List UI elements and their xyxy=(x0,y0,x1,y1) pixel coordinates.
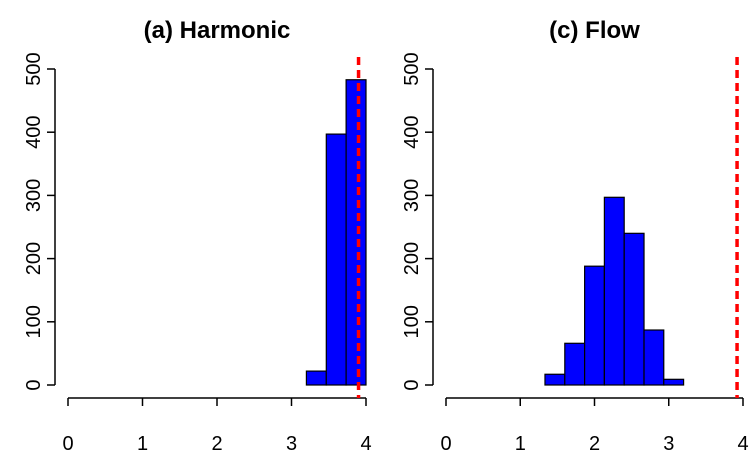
y-tick-label: 0 xyxy=(401,379,423,390)
bar xyxy=(325,133,347,386)
y-tick-label: 100 xyxy=(401,305,423,338)
bar xyxy=(345,79,367,386)
bar xyxy=(663,378,685,386)
panel-title: (c) Flow xyxy=(549,17,640,44)
bar xyxy=(623,232,645,386)
bar xyxy=(603,196,625,386)
y-tick-label: 400 xyxy=(23,116,45,149)
x-tick-label: 1 xyxy=(137,433,148,454)
bar xyxy=(584,265,605,386)
x-tick-label: 4 xyxy=(737,433,748,454)
bar xyxy=(544,373,566,386)
y-tick-label: 0 xyxy=(23,379,45,390)
y-tick-label: 500 xyxy=(401,52,423,85)
x-tick-label: 0 xyxy=(62,433,73,454)
x-tick-label: 3 xyxy=(286,433,297,454)
x-tick-label: 3 xyxy=(663,433,674,454)
y-tick-label: 100 xyxy=(23,305,45,338)
bar xyxy=(643,329,665,386)
x-tick-label: 2 xyxy=(589,433,600,454)
bar xyxy=(305,370,327,386)
y-tick-label: 200 xyxy=(401,242,423,275)
x-tick-label: 4 xyxy=(360,433,371,454)
x-tick-label: 0 xyxy=(440,433,451,454)
y-tick-label: 300 xyxy=(23,179,45,212)
y-tick-label: 200 xyxy=(23,242,45,275)
y-tick-label: 400 xyxy=(401,116,423,149)
y-tick-label: 500 xyxy=(23,52,45,85)
x-tick-label: 2 xyxy=(211,433,222,454)
x-tick-label: 1 xyxy=(515,433,526,454)
panel-title: (a) Harmonic xyxy=(144,17,291,44)
bar xyxy=(564,342,586,386)
y-tick-label: 300 xyxy=(401,179,423,212)
